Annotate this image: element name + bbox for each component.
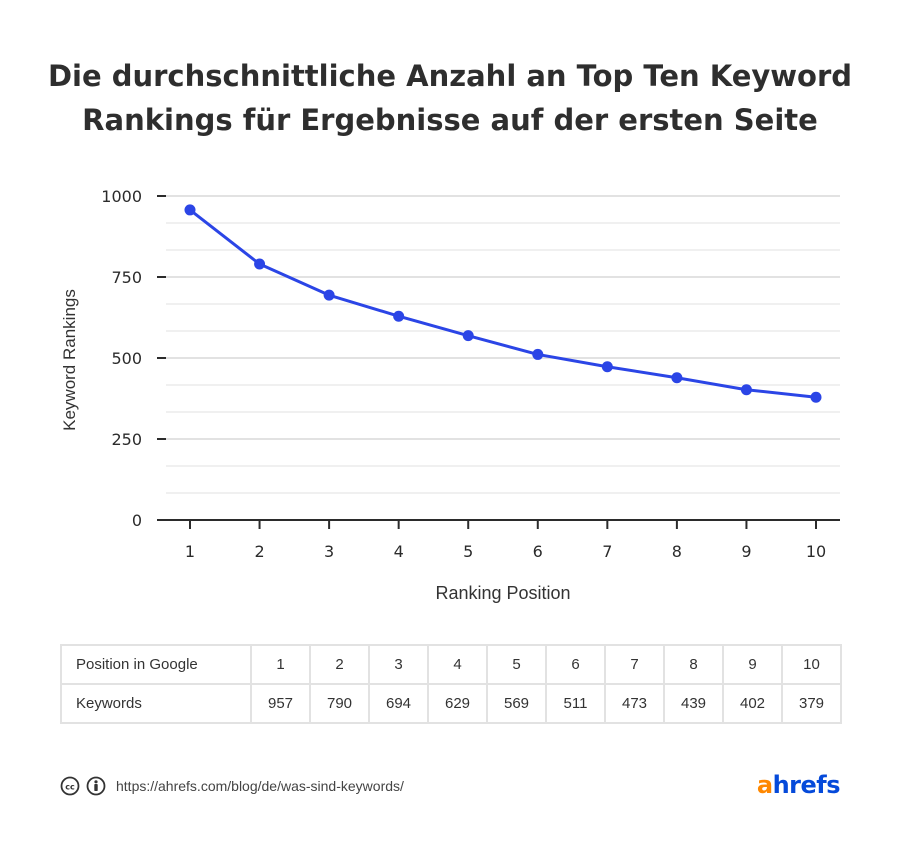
table-cell: 1 — [250, 644, 311, 685]
data-point — [740, 384, 752, 396]
x-tick-label: 8 — [672, 542, 682, 561]
table-row-positions: Position in Google 1 2 3 4 5 6 7 8 9 10 — [60, 644, 842, 685]
table-row-keywords: Keywords 957 790 694 629 569 511 473 439… — [60, 683, 842, 724]
data-point — [532, 348, 544, 360]
series-line — [189, 208, 817, 399]
attribution-icon — [86, 776, 106, 796]
table-cell: 6 — [545, 644, 606, 685]
table-cell: 402 — [722, 683, 783, 724]
data-point — [671, 372, 683, 384]
x-axis-ticks: 1 2 3 4 5 6 7 8 9 10 — [185, 520, 826, 561]
y-tick-label: 500 — [111, 349, 142, 368]
title-line-2: Rankings für Ergebnisse auf der ersten S… — [82, 103, 818, 137]
x-tick-label: 1 — [185, 542, 195, 561]
table-cell: 569 — [486, 683, 547, 724]
y-tick-label: 1000 — [101, 187, 142, 206]
y-tick-label: 250 — [111, 430, 142, 449]
data-point — [810, 391, 822, 403]
data-point — [393, 310, 405, 322]
table-cell: 473 — [604, 683, 665, 724]
ahrefs-logo: ahrefs — [756, 771, 841, 799]
table-cell: 10 — [781, 644, 842, 685]
table-cell: 2 — [309, 644, 370, 685]
x-tick-label: 4 — [394, 542, 404, 561]
y-axis-label: Keyword Rankings — [60, 289, 79, 431]
table-cell: 4 — [427, 644, 488, 685]
logo-a: a — [756, 771, 773, 799]
x-tick-label: 6 — [533, 542, 543, 561]
table-cell: 511 — [545, 683, 606, 724]
x-tick-label: 5 — [463, 542, 473, 561]
row-label-position: Position in Google — [60, 644, 252, 685]
data-point — [601, 361, 613, 373]
x-tick-label: 3 — [324, 542, 334, 561]
table-cell: 629 — [427, 683, 488, 724]
y-tick-label: 0 — [132, 511, 142, 530]
svg-text:cc: cc — [65, 783, 75, 792]
x-tick-label: 2 — [254, 542, 264, 561]
cc-icon: cc — [60, 776, 80, 796]
data-point — [254, 258, 266, 270]
x-tick-label: 9 — [741, 542, 751, 561]
table-cell: 7 — [604, 644, 665, 685]
footer: cc https://ahrefs.com/blog/de/was-sind-k… — [60, 776, 404, 796]
x-axis-label: Ranking Position — [435, 583, 570, 603]
table-cell: 379 — [781, 683, 842, 724]
data-point — [462, 330, 474, 342]
table-cell: 694 — [368, 683, 429, 724]
data-table: Position in Google 1 2 3 4 5 6 7 8 9 10 … — [60, 644, 842, 724]
x-tick-label: 7 — [602, 542, 612, 561]
title-line-1: Die durchschnittliche Anzahl an Top Ten … — [47, 59, 853, 93]
y-tick-label: 750 — [111, 268, 142, 287]
table-cell: 5 — [486, 644, 547, 685]
data-points — [184, 204, 822, 403]
table-cell: 8 — [663, 644, 724, 685]
logo-rest: hrefs — [772, 771, 841, 799]
x-tick-label: 10 — [806, 542, 826, 561]
source-url[interactable]: https://ahrefs.com/blog/de/was-sind-keyw… — [116, 778, 404, 794]
table-cell: 439 — [663, 683, 724, 724]
data-point — [323, 289, 335, 301]
grid — [166, 195, 840, 494]
line-chart: 0 250 500 750 1000 1 2 3 4 5 6 7 8 9 10 Keyword Ranki… — [60, 187, 840, 603]
chart-title: Die durchschnittliche Anzahl an Top Ten … — [0, 54, 900, 142]
y-axis-ticks: 0 250 500 750 1000 — [101, 187, 166, 530]
row-label-keywords: Keywords — [60, 683, 252, 724]
table-cell: 790 — [309, 683, 370, 724]
table-cell: 3 — [368, 644, 429, 685]
table-cell: 957 — [250, 683, 311, 724]
data-point — [184, 204, 196, 216]
table-cell: 9 — [722, 644, 783, 685]
